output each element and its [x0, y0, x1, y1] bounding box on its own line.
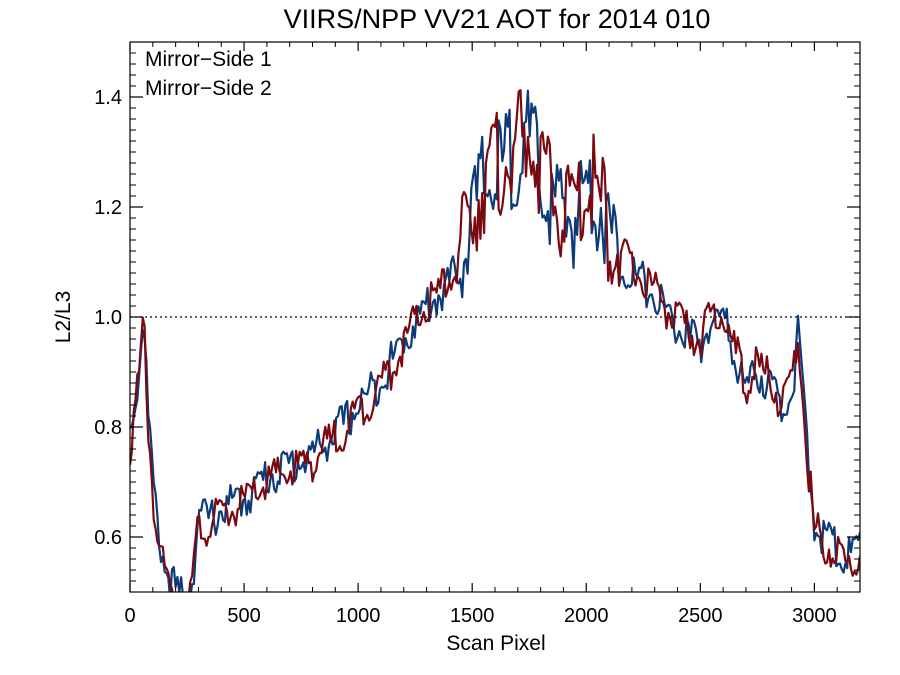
x-tick-label: 3000 — [792, 605, 837, 627]
chart-title: VIIRS/NPP VV21 AOT for 2014 010 — [284, 4, 711, 34]
series-line-mirror-side-1 — [130, 89, 860, 592]
y-tick-label: 0.6 — [94, 527, 122, 549]
x-axis-label: Scan Pixel — [446, 632, 545, 655]
x-tick-label: 0 — [124, 605, 135, 627]
x-tick-label: 2500 — [678, 605, 723, 627]
y-tick-label: 1.2 — [94, 197, 122, 219]
y-axis-label: L2/L3 — [52, 291, 75, 344]
x-tick-label: 1000 — [336, 605, 381, 627]
y-tick-label: 0.8 — [94, 417, 122, 439]
ticks-layer: 0 500 1000 1500 2000 2500 3000 0.6 0.8 1.0 1.2 1.4 — [94, 42, 860, 627]
series-layer — [130, 89, 860, 592]
series-line-mirror-side-2 — [130, 89, 860, 592]
x-tick-label: 1500 — [450, 605, 495, 627]
x-tick-label: 500 — [227, 605, 260, 627]
y-tick-label: 1.4 — [94, 87, 122, 109]
y-tick-label: 1.0 — [94, 307, 122, 329]
legend-entry-mirror-side-2: Mirror−Side 2 — [145, 77, 272, 100]
legend-entry-mirror-side-1: Mirror−Side 1 — [145, 48, 272, 71]
x-tick-label: 2000 — [564, 605, 609, 627]
